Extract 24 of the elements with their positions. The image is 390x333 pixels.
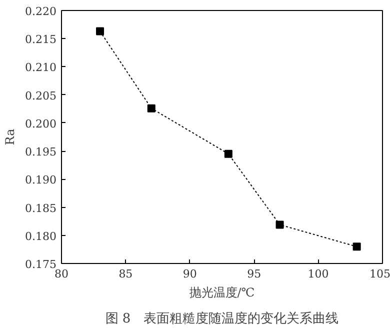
x-tick-label: 105 <box>370 268 390 280</box>
y-tick-label: 0.180 <box>25 230 57 243</box>
y-tick-label: 0.215 <box>25 33 57 46</box>
y-tick-label: 0.190 <box>25 174 57 187</box>
x-tick-label: 95 <box>247 268 262 280</box>
caption: 图 8 表面粗糙度随温度的变化关系曲线 <box>105 310 339 326</box>
point <box>224 150 232 158</box>
x-tick-label: 100 <box>308 268 329 280</box>
y-tick-label: 0.200 <box>25 117 57 130</box>
point <box>147 104 156 112</box>
x-tick-label: 85 <box>118 268 133 280</box>
x-tick-label: 90 <box>182 268 197 280</box>
y-tick-label: 0.185 <box>25 202 57 215</box>
y-tick-label: 0.220 <box>25 5 57 18</box>
y-tick-label: 0.195 <box>25 146 57 159</box>
point <box>276 220 284 229</box>
y-tick-label: 0.175 <box>25 258 57 271</box>
y-tick-label: 0.210 <box>25 61 57 74</box>
point <box>96 27 104 36</box>
y-axis-title: Ra <box>3 128 18 146</box>
x-tick-label: 80 <box>54 268 68 280</box>
point <box>352 242 361 251</box>
x-axis-title: 抛光温度/℃ <box>189 286 255 300</box>
y-tick-label: 0.205 <box>25 89 57 102</box>
